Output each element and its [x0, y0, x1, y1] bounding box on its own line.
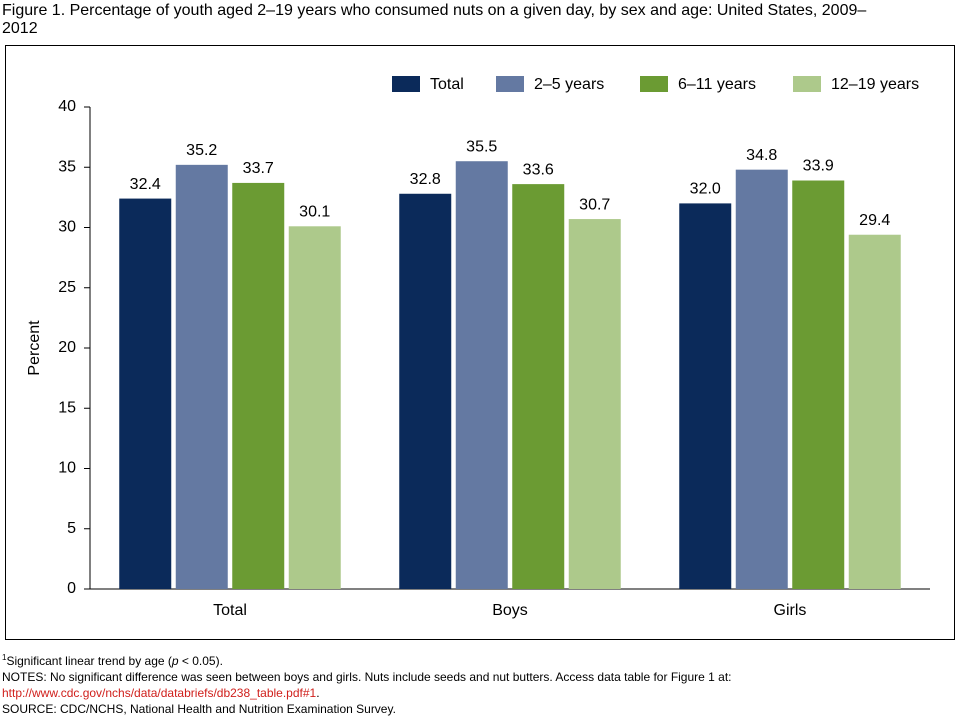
- link-line: http://www.cdc.gov/nchs/data/databriefs/…: [2, 685, 732, 701]
- legend-label: 12–19 years: [831, 76, 919, 93]
- y-tick-label: 15: [58, 399, 76, 416]
- data-link[interactable]: http://www.cdc.gov/nchs/data/databriefs/…: [2, 686, 317, 700]
- footnote-text: Significant linear trend by age (: [6, 654, 172, 668]
- source: SOURCE: CDC/NCHS, National Health and Nu…: [2, 702, 396, 716]
- bar: [119, 198, 172, 589]
- value-label: 32.0: [690, 181, 721, 198]
- value-label: 29.4: [859, 212, 890, 229]
- legend-label: 6–11 years: [678, 76, 756, 93]
- footnote-text: < 0.05).: [178, 654, 223, 668]
- value-label: 32.4: [130, 176, 161, 193]
- bar: [455, 161, 508, 589]
- bar: [232, 182, 285, 590]
- legend-swatch: [793, 76, 821, 92]
- chart-title: Figure 1. Percentage of youth aged 2–19 …: [2, 2, 867, 37]
- legend-swatch: [640, 76, 668, 92]
- y-tick-label: 5: [67, 520, 76, 537]
- y-tick-label: 35: [58, 158, 76, 175]
- value-label: 33.6: [523, 161, 554, 178]
- x-tick-label: Girls: [774, 602, 807, 619]
- footnote-mark: 1: [2, 653, 7, 662]
- y-tick-label: 10: [58, 460, 76, 477]
- legend-swatch: [392, 76, 420, 92]
- notes-line: NOTES: No significant difference was see…: [2, 670, 732, 684]
- bar: [792, 180, 845, 589]
- x-tick-label: Total: [213, 602, 247, 619]
- bar: [735, 169, 788, 589]
- y-axis-label: Percent: [26, 320, 43, 376]
- value-label: 35.5: [466, 138, 497, 155]
- bar: [679, 203, 732, 589]
- value-label: 35.2: [186, 142, 217, 159]
- footnote: 1Significant linear trend by age (p < 0.…: [2, 650, 732, 669]
- chart-frame: [5, 45, 955, 640]
- y-tick-label: 25: [58, 279, 76, 296]
- bar: [175, 164, 228, 589]
- bar: [848, 234, 901, 590]
- y-tick-label: 20: [58, 339, 76, 356]
- value-label: 33.9: [803, 158, 834, 175]
- legend-swatch: [496, 76, 524, 92]
- legend-label: 2–5 years: [534, 76, 604, 93]
- chart: Percent 0 5 10 15 20 25 30 35 40 Total 32.4 35.2 33.…: [5, 45, 955, 640]
- footnote-italic: p: [171, 654, 179, 668]
- y-tick-label: 40: [58, 98, 76, 115]
- value-label: 30.7: [579, 196, 610, 213]
- value-label: 33.7: [243, 160, 274, 177]
- value-label: 30.1: [299, 204, 330, 221]
- x-tick-label: Boys: [492, 602, 528, 619]
- value-label: 34.8: [746, 147, 777, 164]
- y-tick-label: 30: [58, 219, 76, 236]
- value-label: 32.8: [410, 171, 441, 188]
- bar: [288, 226, 341, 590]
- bar: [568, 219, 621, 589]
- notes: 1Significant linear trend by age (p < 0.…: [2, 650, 732, 717]
- y-tick-label: 0: [67, 580, 76, 597]
- link-end: .: [316, 686, 320, 700]
- bar: [399, 193, 452, 589]
- legend-label: Total: [430, 76, 464, 93]
- bar: [512, 184, 565, 589]
